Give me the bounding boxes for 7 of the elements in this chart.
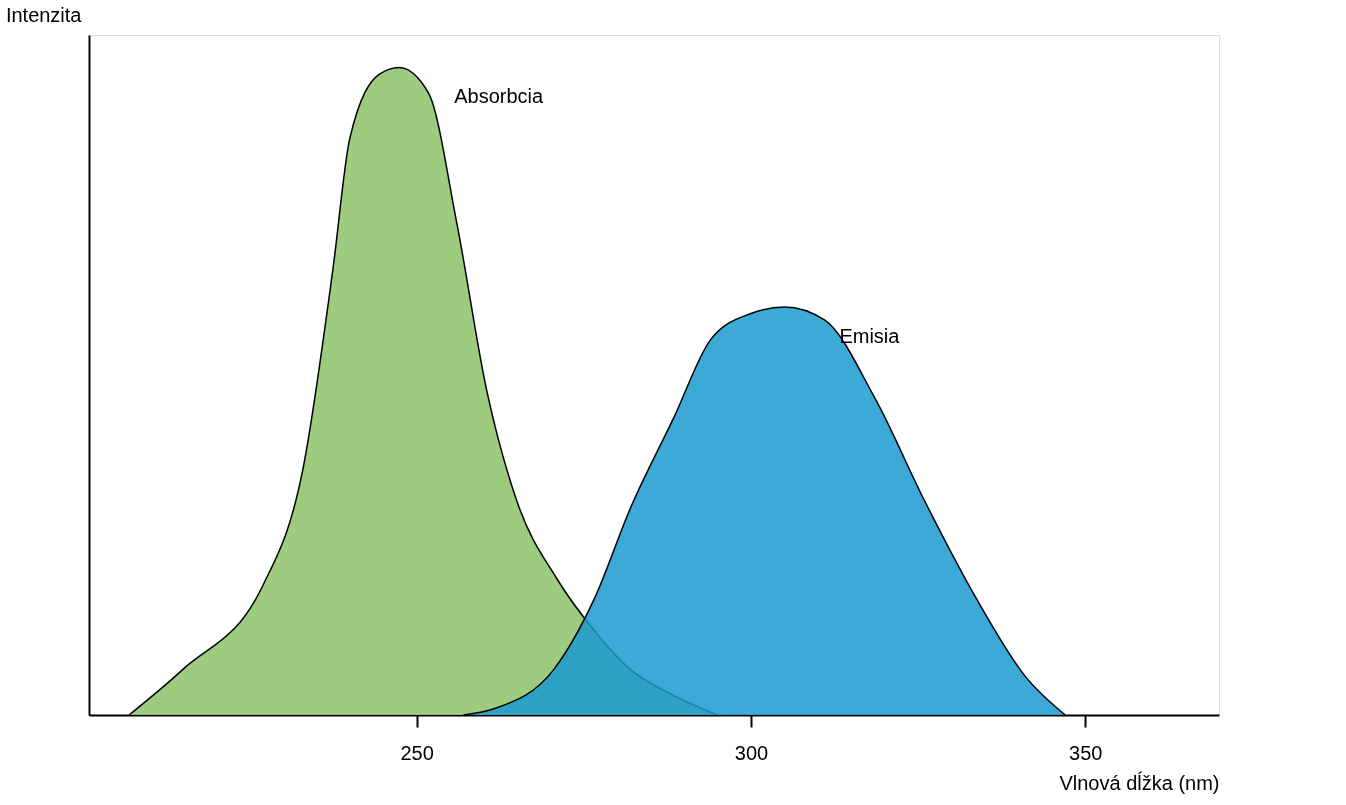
series-label: Emisia xyxy=(839,325,901,347)
x-axis-title: Vlnová dĺžka (nm) xyxy=(1059,770,1220,794)
x-tick-label: 300 xyxy=(734,741,769,764)
series-label: Absorbcia xyxy=(454,85,545,108)
y-axis-title: Intenzita xyxy=(5,3,83,26)
x-tick-label: 350 xyxy=(1069,741,1103,764)
x-tick-label: 250 xyxy=(400,741,434,764)
